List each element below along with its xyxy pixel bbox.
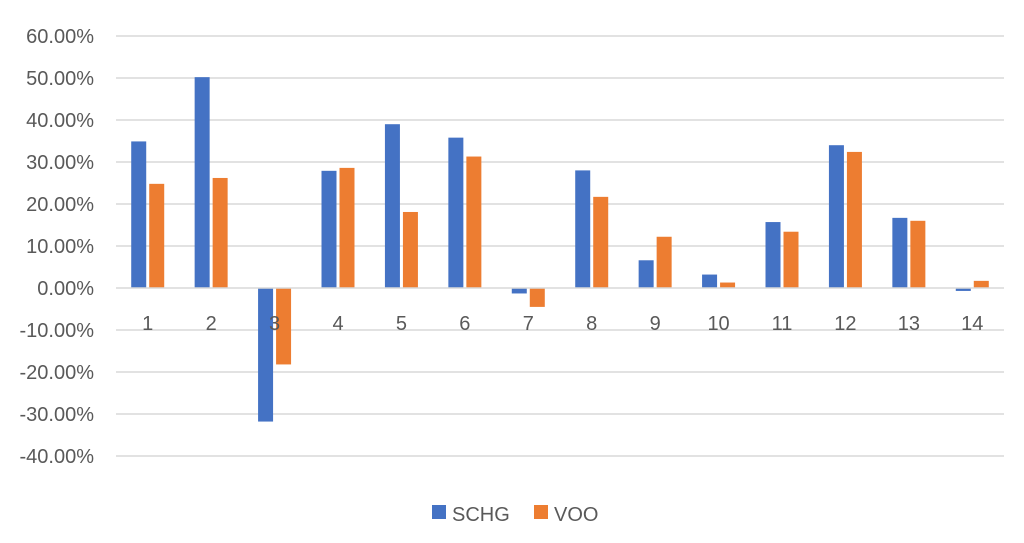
- bar-voo: [529, 288, 545, 307]
- y-tick-label: 60.00%: [26, 26, 94, 48]
- legend-label-voo: VOO: [554, 504, 598, 526]
- x-tick-label: 2: [206, 313, 217, 335]
- bar-schg: [384, 124, 400, 288]
- legend: SCHG VOO: [432, 504, 598, 526]
- y-tick-label: 50.00%: [26, 68, 94, 90]
- x-tick-label: 8: [586, 313, 597, 335]
- bar-voo: [149, 183, 165, 288]
- bar-voo: [973, 280, 989, 288]
- gridlines: [116, 35, 1004, 457]
- legend-label-schg: SCHG: [452, 504, 510, 526]
- x-tick-label: 12: [834, 313, 856, 335]
- bar-schg: [258, 288, 274, 422]
- bar-schg: [892, 217, 908, 288]
- bar-voo: [656, 236, 672, 288]
- bar-voo: [339, 167, 355, 288]
- y-tick-label: 30.00%: [26, 152, 94, 174]
- bar-schg: [828, 145, 844, 288]
- bar-schg: [448, 137, 464, 288]
- x-tick-label: 13: [898, 313, 920, 335]
- x-tick-label: 14: [961, 313, 983, 335]
- x-tick-label: 10: [707, 313, 729, 335]
- y-tick-label: 0.00%: [37, 278, 94, 300]
- y-tick-label: 20.00%: [26, 194, 94, 216]
- bar-voo: [466, 156, 482, 288]
- bar-voo: [783, 231, 799, 288]
- x-tick-label: 6: [459, 313, 470, 335]
- x-tick-label: 7: [523, 313, 534, 335]
- x-tick-label: 1: [142, 313, 153, 335]
- bar-schg: [511, 288, 527, 294]
- y-tick-label: -20.00%: [20, 362, 95, 384]
- y-tick-label: -10.00%: [20, 320, 95, 342]
- bar-schg: [702, 274, 718, 288]
- bar-schg: [131, 141, 147, 288]
- x-tick-label: 4: [332, 313, 343, 335]
- bar-schg: [638, 260, 654, 288]
- bar-voo: [402, 211, 418, 288]
- y-tick-label: 10.00%: [26, 236, 94, 258]
- x-tick-label: 3: [269, 313, 280, 335]
- bar-voo: [212, 177, 228, 288]
- x-tick-label: 11: [772, 313, 793, 335]
- bar-voo: [846, 151, 862, 288]
- bar-schg: [955, 288, 971, 291]
- bar-voo: [593, 196, 609, 288]
- bar-schg: [575, 170, 591, 288]
- bar-voo: [720, 282, 736, 288]
- bar-voo: [276, 288, 292, 365]
- y-tick-label: -30.00%: [20, 404, 95, 426]
- bar-voo: [910, 220, 926, 288]
- legend-swatch-schg: [432, 505, 446, 519]
- y-tick-label: -40.00%: [20, 446, 95, 468]
- y-axis-ticks: 60.00% 50.00% 40.00% 30.00% 20.00% 10.00% 0.00…: [20, 26, 95, 468]
- legend-swatch-voo: [534, 505, 548, 519]
- bar-schg: [321, 170, 337, 288]
- x-tick-label: 9: [650, 313, 661, 335]
- bar-schg: [194, 77, 210, 288]
- x-tick-label: 5: [396, 313, 407, 335]
- bar-schg: [765, 222, 781, 288]
- x-axis-ticks: 1 2 3 4 5 6 7 8 9 10 11 12 13 14: [142, 313, 983, 335]
- y-tick-label: 40.00%: [26, 110, 94, 132]
- bars: [131, 77, 989, 422]
